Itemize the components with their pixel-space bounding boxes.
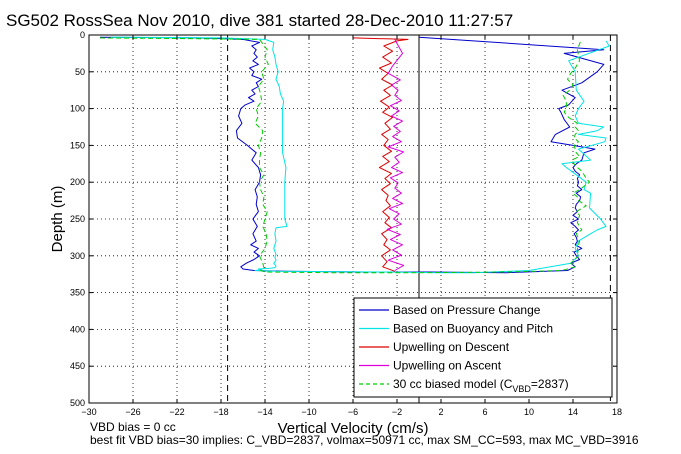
x-tick-label: 10	[524, 407, 534, 417]
legend-label: Based on Buoyancy and Pitch	[393, 322, 553, 336]
chart-title: SG502 RossSea Nov 2010, dive 381 started…	[6, 11, 513, 30]
x-axis-ticks: −30 −26 −22 −18 −14 −10 −6 −2 2 6 10 14 18	[81, 35, 622, 417]
y-tick-label: 200	[70, 177, 85, 187]
y-tick-label: 250	[70, 214, 85, 224]
legend-box	[353, 297, 613, 398]
x-tick-label: 2	[438, 407, 443, 417]
y-tick-label: 150	[70, 140, 85, 150]
series-line-3	[386, 39, 405, 271]
x-tick-label: −6	[348, 407, 358, 417]
x-tick-label: −2	[392, 407, 402, 417]
x-tick-label: −30	[81, 407, 96, 417]
footer-best-fit: best fit VBD bias=30 implies: C_VBD=2837…	[90, 433, 639, 447]
y-tick-label: 350	[70, 288, 85, 298]
y-tick-label: 0	[80, 30, 85, 40]
x-tick-label: −14	[257, 407, 272, 417]
legend-items: Based on Pressure Change Based on Buoyanc…	[359, 303, 569, 394]
y-tick-label: 300	[70, 251, 85, 261]
x-tick-label: −18	[213, 407, 228, 417]
x-tick-label: 6	[482, 407, 487, 417]
footer-vbd-bias: VBD bias = 0 cc	[90, 420, 176, 434]
series-line-1	[110, 36, 610, 274]
y-tick-label: 100	[70, 104, 85, 114]
y-axis-ticks: 0 50 100 150 200 250 300 350 400 450 500	[70, 30, 617, 408]
y-axis-label: Depth (m)	[49, 186, 66, 253]
x-tick-label: −10	[301, 407, 316, 417]
x-axis-label: Vertical Velocity (cm/s)	[278, 420, 429, 437]
y-tick-label: 50	[75, 67, 85, 77]
y-tick-label: 450	[70, 361, 85, 371]
series-layer	[99, 36, 610, 274]
x-tick-label: −26	[125, 407, 140, 417]
legend-label: Based on Pressure Change	[393, 303, 541, 317]
series-line-4	[99, 37, 590, 274]
y-tick-label: 500	[70, 398, 85, 408]
legend: Based on Pressure Change Based on Buoyanc…	[353, 297, 613, 398]
legend-label: 30 cc biased model (CVBD=2837)	[393, 377, 569, 394]
x-tick-label: 14	[568, 407, 578, 417]
x-tick-label: −22	[169, 407, 184, 417]
x-tick-label: 18	[612, 407, 622, 417]
series-line-2	[352, 37, 409, 272]
y-tick-label: 400	[70, 324, 85, 334]
legend-label: Upwelling on Ascent	[393, 359, 502, 373]
legend-label: Upwelling on Descent	[393, 340, 510, 354]
